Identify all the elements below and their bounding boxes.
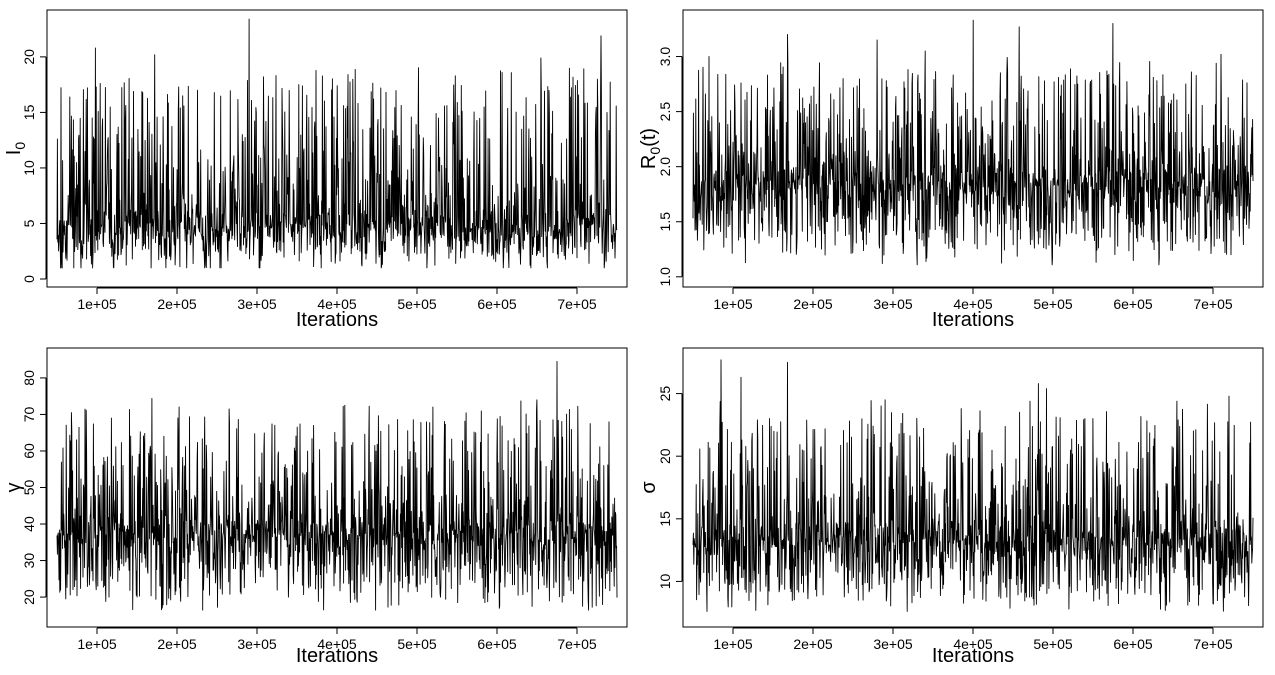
x-tick-label: 6e+05: [1113, 636, 1153, 652]
y-tick-label: 3.0: [657, 47, 673, 67]
y-tick-label: 5: [21, 219, 37, 227]
y-tick-label: 25: [657, 386, 673, 402]
x-tick-label: 5e+05: [1033, 636, 1073, 652]
y-tick-label: 20: [21, 49, 37, 65]
y-tick-label: 80: [21, 370, 37, 386]
y-tick-label: 15: [657, 511, 673, 527]
x-tick-label: 6e+05: [1113, 296, 1153, 312]
trace-line: [56, 361, 618, 611]
trace-line: [56, 18, 618, 269]
x-tick-label: 2e+05: [157, 636, 197, 652]
y-tick-label: 10: [21, 160, 37, 176]
x-tick-label: 6e+05: [477, 296, 517, 312]
x-tick-label: 5e+05: [1033, 296, 1073, 312]
trace-panel-1: 1e+05 2e+05 3e+05 4e+05 5e+05 6e+05 7e+05 Itera…: [3, 9, 628, 331]
x-tick-label: 4e+05: [953, 636, 993, 652]
trace-panel-4: 1e+05 2e+05 3e+05 4e+05 5e+05 6e+05 7e+05 Itera…: [638, 347, 1264, 667]
y-axis-title: R0(t): [638, 128, 663, 169]
y-tick-label: 40: [21, 516, 37, 532]
y-tick-label: 1.5: [657, 212, 673, 232]
x-tick-label: 4e+05: [953, 296, 993, 312]
x-axis-title: Iterations: [296, 645, 378, 667]
y-tick-label: 2.5: [657, 102, 673, 122]
x-tick-label: 2e+05: [793, 636, 833, 652]
x-tick-label: 3e+05: [237, 636, 277, 652]
plot-frame: [682, 347, 1264, 628]
x-tick-label: 7e+05: [1193, 636, 1233, 652]
x-tick-label: 1e+05: [77, 636, 117, 652]
x-tick-label: 2e+05: [157, 296, 197, 312]
y-tick-label: 10: [657, 573, 673, 589]
trace-line: [692, 359, 1254, 612]
x-axis-title: Iterations: [932, 309, 1014, 331]
y-tick-label: 60: [21, 443, 37, 459]
x-axis-title: Iterations: [296, 309, 378, 331]
plot-frame: [682, 9, 1264, 288]
y-axis-title: σ: [638, 481, 660, 494]
x-tick-label: 7e+05: [557, 296, 597, 312]
trace-line: [692, 19, 1254, 266]
y-tick-label: 2.0: [657, 157, 673, 177]
x-tick-label: 7e+05: [557, 636, 597, 652]
trace-panel-3: 1e+05 2e+05 3e+05 4e+05 5e+05 6e+05 7e+05 Itera…: [3, 347, 628, 667]
x-axis-title: Iterations: [932, 645, 1014, 667]
x-tick-label: 1e+05: [77, 296, 117, 312]
x-tick-label: 4e+05: [317, 636, 357, 652]
y-tick-label: 70: [21, 406, 37, 422]
y-axis-title: I0: [3, 142, 28, 156]
y-tick-label: 20: [21, 589, 37, 605]
x-tick-label: 2e+05: [793, 296, 833, 312]
y-tick-label: 20: [657, 448, 673, 464]
plot-frame: [46, 347, 628, 628]
x-tick-label: 3e+05: [873, 296, 913, 312]
x-tick-label: 1e+05: [713, 636, 753, 652]
y-tick-label: 1.0: [657, 267, 673, 287]
x-tick-label: 1e+05: [713, 296, 753, 312]
x-tick-label: 3e+05: [237, 296, 277, 312]
y-tick-label: 50: [21, 480, 37, 496]
x-tick-label: 4e+05: [317, 296, 357, 312]
y-tick-label: 30: [21, 553, 37, 569]
x-tick-label: 3e+05: [873, 636, 913, 652]
y-tick-label: 15: [21, 104, 37, 120]
y-axis-title: γ: [3, 483, 25, 493]
x-tick-label: 5e+05: [397, 636, 437, 652]
x-tick-label: 5e+05: [397, 296, 437, 312]
x-tick-label: 7e+05: [1193, 296, 1233, 312]
x-tick-label: 6e+05: [477, 636, 517, 652]
trace-panel-2: 1e+05 2e+05 3e+05 4e+05 5e+05 6e+05 7e+05 Itera…: [638, 9, 1264, 331]
y-tick-label: 0: [21, 275, 37, 283]
plot-frame: [46, 9, 628, 288]
